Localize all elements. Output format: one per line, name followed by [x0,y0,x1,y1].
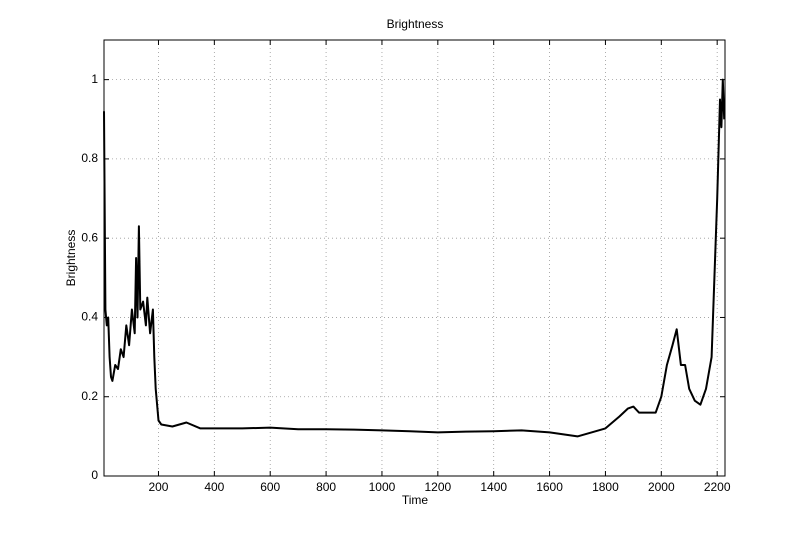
x-tick-label: 1800 [592,480,619,494]
y-tick-label: 0.2 [81,389,98,403]
x-tick-label: 600 [260,480,280,494]
x-tick-label: 1000 [369,480,396,494]
chart-title: Brightness [387,17,444,31]
x-tick-label: 200 [148,480,168,494]
y-tick-label: 0 [91,468,98,482]
data-line [103,78,726,438]
plot-frame [103,39,726,477]
x-tick-label: 800 [316,480,336,494]
x-tick-label: 2200 [704,480,731,494]
y-tick-label: 1 [91,72,98,86]
x-tick-label: 2000 [648,480,675,494]
y-tick-label: 0.6 [81,230,98,244]
x-tick-label: 1200 [424,480,451,494]
y-axis-label: Brightness [64,230,78,287]
x-tick-label: 1400 [480,480,507,494]
x-axis-label: Time [402,493,429,507]
y-tick-label: 0.8 [81,151,98,165]
x-tick-label: 1600 [536,480,563,494]
x-tick-label: 400 [204,480,224,494]
y-tick-label: 0.4 [81,310,98,324]
